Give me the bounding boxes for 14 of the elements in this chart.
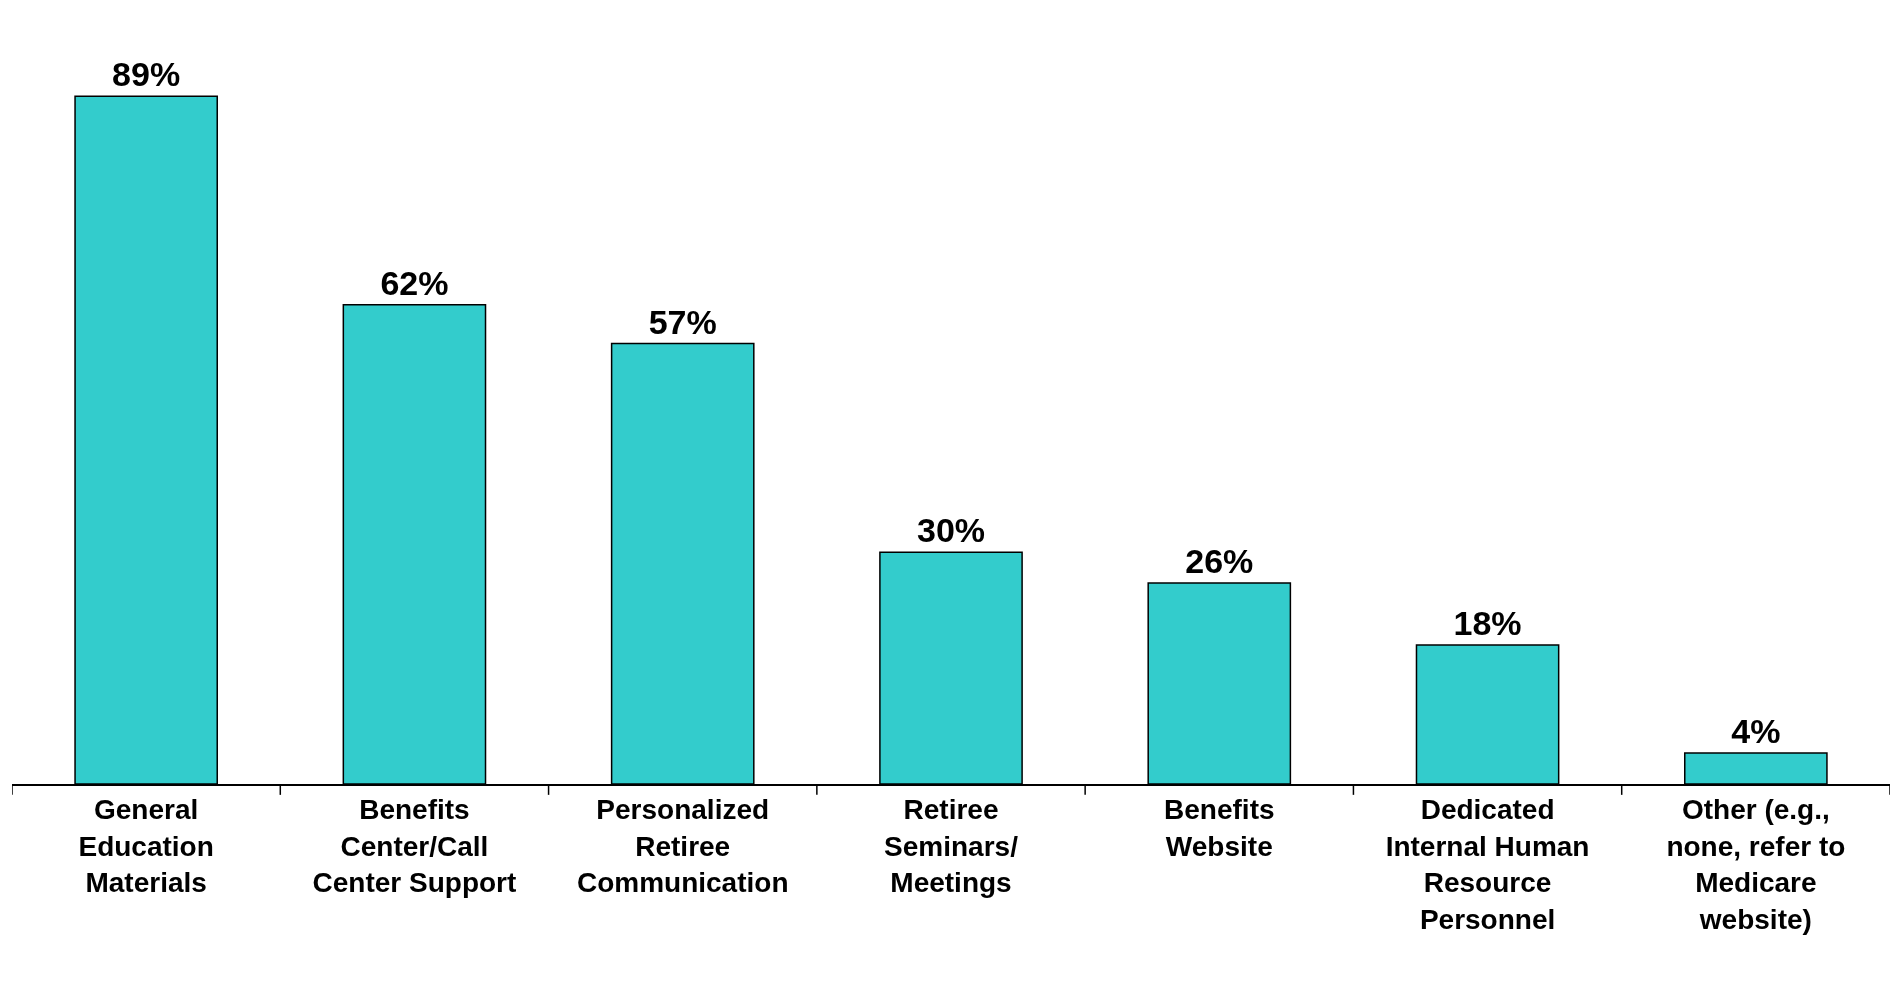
x-tick-label: Other (e.g., none, refer to Medicare website) bbox=[1666, 794, 1846, 935]
data-label: 4% bbox=[1731, 712, 1781, 751]
x-tick-label: Retiree Seminars/ Meetings bbox=[884, 794, 1019, 899]
x-tick-label: Benefits Website bbox=[1164, 794, 1275, 862]
x-tick-label: Benefits Center/Call Center Support bbox=[312, 794, 517, 899]
data-label: 89% bbox=[112, 55, 181, 94]
data-label: 18% bbox=[1453, 603, 1522, 642]
data-label: 26% bbox=[1185, 542, 1254, 581]
data-label: 62% bbox=[380, 263, 449, 302]
x-tick-label: Personalized Retiree Communication bbox=[576, 794, 789, 899]
data-label: 57% bbox=[648, 302, 717, 341]
x-tick-label: Dedicated Internal Human Resource Personnel bbox=[1385, 794, 1590, 935]
data-label: 30% bbox=[916, 511, 986, 550]
x-tick-label: General Education Materials bbox=[78, 794, 214, 899]
